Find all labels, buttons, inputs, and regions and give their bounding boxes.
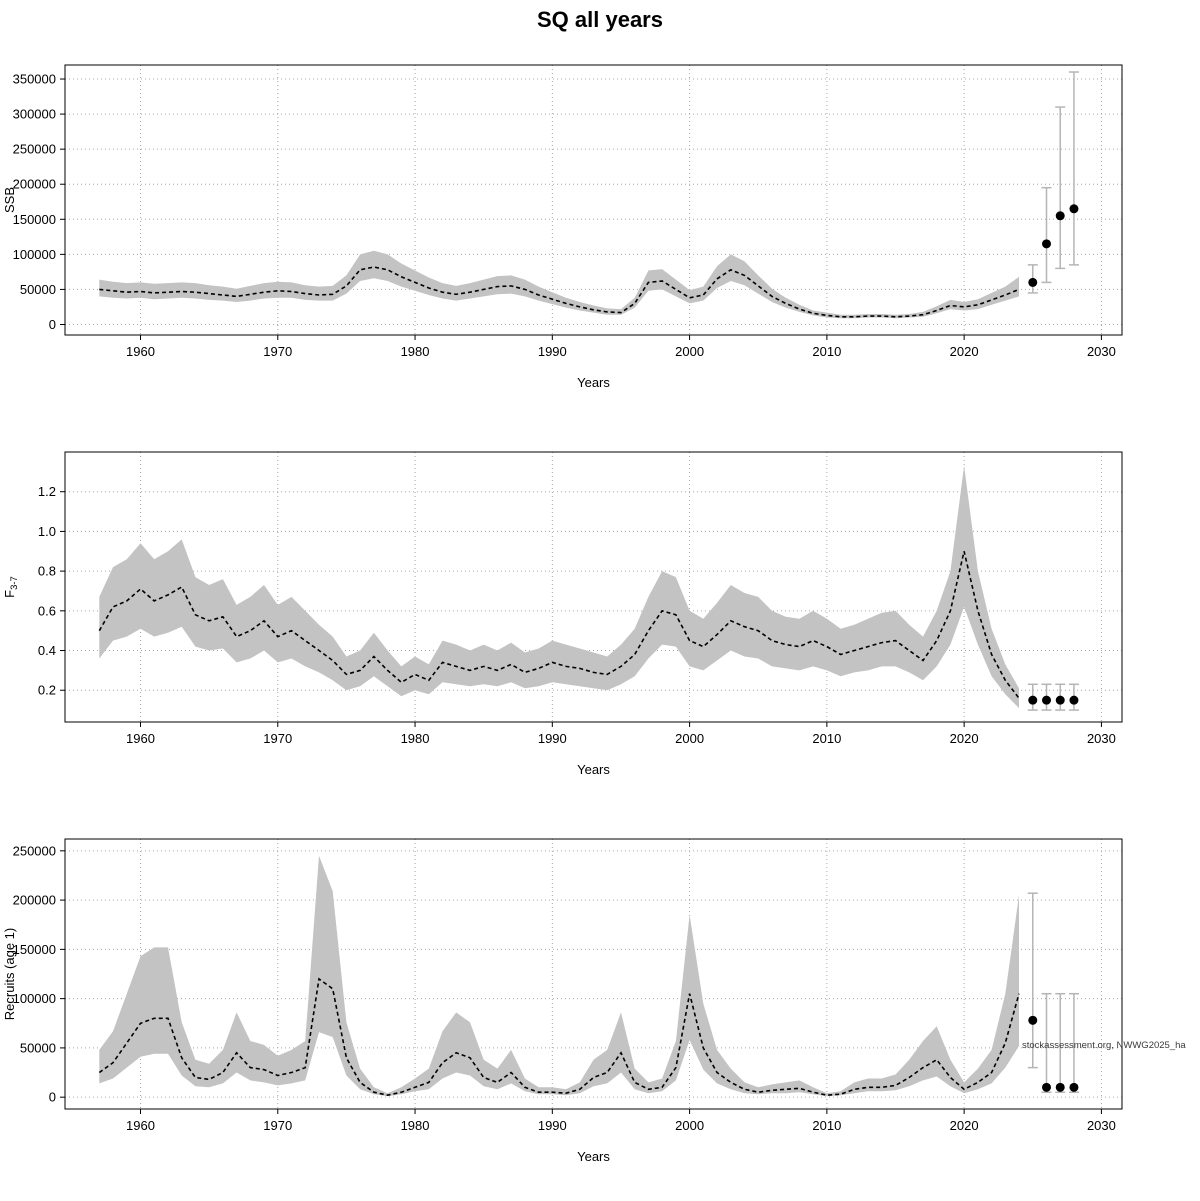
forecast-point [1042,695,1051,705]
plot-box [64,64,1123,336]
x-tick-label: 1970 [263,1118,292,1133]
x-tick-label: 2000 [675,731,704,746]
y-tick-label: 50000 [20,282,56,297]
forecast-point [1069,204,1079,214]
forecast-point [1028,695,1038,705]
x-tick-label: 2000 [675,344,704,359]
y-tick-label: 0.8 [38,564,56,579]
watermark-text: stockassessment.org, NWWG2025_ha [1022,1040,1186,1051]
y-tick-label: 0 [49,1090,56,1105]
median-line [99,266,1020,318]
figure-title: SQ all years [537,7,663,32]
x-tick-label: 1990 [538,344,567,359]
x-tick-label: 1960 [126,731,155,746]
y-axis-label: Recruits (age 1) [2,928,17,1020]
plot-box [64,838,1123,1110]
y-tick-label: 250000 [13,843,56,858]
y-axis-label: SSB [2,187,17,213]
x-tick-label: 2000 [675,1118,704,1133]
x-axis-label: Years [577,375,610,390]
y-tick-label: 1.0 [38,524,56,539]
x-tick-label: 1990 [538,731,567,746]
y-tick-label: 200000 [13,893,56,908]
plot-box [64,451,1123,723]
x-tick-label: 2010 [812,731,841,746]
y-tick-label: 100000 [13,247,56,262]
y-tick-label: 0 [49,317,56,332]
confidence-band [99,465,1020,709]
confidence-band [99,250,1020,319]
median-line [98,977,1020,1097]
recruits-chart: 1960 1970 1980 1990 2000 2010 2020 2030 0 50000 10… [2,838,1123,1164]
forecast-point [1055,1082,1065,1092]
y-tick-label: 1.2 [38,484,56,499]
x-tick-label: 2020 [950,1118,979,1133]
y-tick-label: 0.2 [38,683,56,698]
x-tick-label: 1980 [401,344,430,359]
x-axis-label: Years [577,1149,610,1164]
forecast-point [1042,1082,1051,1092]
y-tick-label: 350000 [13,72,56,87]
median-line [98,551,1020,699]
x-tick-label: 1960 [126,344,155,359]
chart-stack: 1960 1970 1980 1990 2000 2010 2020 2030 0 50000 10… [0,40,1200,1201]
x-tick-label: 2030 [1087,731,1116,746]
x-tick-label: 1970 [263,731,292,746]
forecast-point [1069,1082,1079,1092]
ssb-chart: 1960 1970 1980 1990 2000 2010 2020 2030 0 50000 10… [2,64,1123,390]
x-tick-label: 2020 [950,731,979,746]
fishing-mortality-chart: 1960 1970 1980 1990 2000 2010 2020 2030 0.2 0.4 0.… [2,451,1123,777]
forecast-point [1055,211,1065,221]
y-tick-label: 50000 [20,1040,56,1055]
y-tick-label: 250000 [13,142,56,157]
y-tick-label: 300000 [13,107,56,122]
forecast-point [1069,695,1079,705]
forecast-point [1028,1015,1038,1025]
forecast-point [1028,277,1038,287]
x-axis-label: Years [577,762,610,777]
x-tick-label: 1980 [401,731,430,746]
forecast-point [1055,695,1065,705]
confidence-band [99,855,1020,1097]
y-tick-label: 100000 [13,991,56,1006]
y-axis-label: F3-7 [2,576,20,598]
x-tick-label: 1960 [126,1118,155,1133]
y-tick-label: 150000 [13,212,56,227]
x-tick-label: 2010 [812,1118,841,1133]
x-tick-label: 1970 [263,344,292,359]
x-tick-label: 2030 [1087,1118,1116,1133]
x-tick-label: 2020 [950,344,979,359]
y-tick-label: 200000 [13,177,56,192]
x-tick-label: 2030 [1087,344,1116,359]
x-tick-label: 1980 [401,1118,430,1133]
x-tick-label: 2010 [812,344,841,359]
y-tick-label: 0.6 [38,603,56,618]
forecast-point [1042,239,1051,249]
y-tick-label: 0.4 [38,643,56,658]
x-tick-label: 1990 [538,1118,567,1133]
y-tick-label: 150000 [13,942,56,957]
